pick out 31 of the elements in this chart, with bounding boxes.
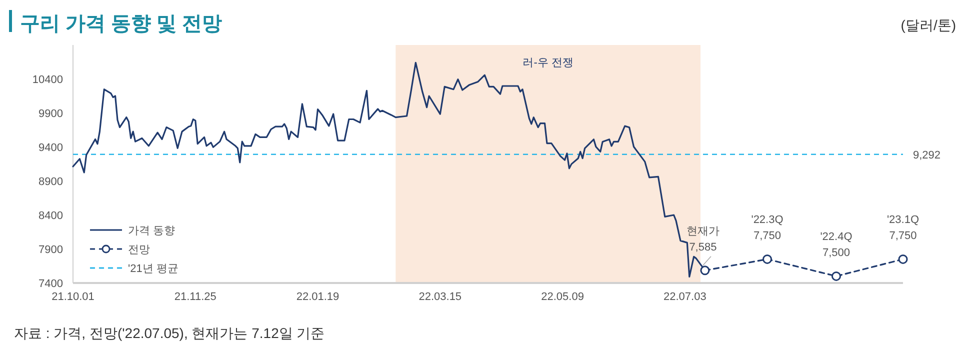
- y-tick-label: 7400: [38, 278, 63, 290]
- x-tick-label: 22.07.03: [664, 291, 706, 303]
- y-tick-label: 8900: [38, 176, 63, 188]
- annotation: '22.4Q 7,500: [820, 231, 852, 260]
- legend-label: 가격 동향: [128, 225, 176, 237]
- legend-label: '21년 평균: [128, 263, 178, 275]
- y-tick-label: 7900: [38, 244, 63, 256]
- legend-label: 전망: [128, 244, 150, 256]
- point: [700, 266, 710, 276]
- text: 자료 : 가격, 전망('22.07.05), 현재가는 7.12일 기준: [14, 325, 325, 341]
- point: [762, 254, 772, 264]
- y-tick-label: 10400: [32, 74, 63, 86]
- x-tick-label: 22.03.15: [418, 291, 462, 303]
- annotation: '23.1Q 7,750: [886, 214, 920, 242]
- point: [898, 254, 908, 264]
- annotation: '22.3Q 7,750: [751, 214, 784, 242]
- x-tick-label: 22.05.09: [541, 291, 584, 303]
- y-tick-label: 9900: [38, 108, 63, 120]
- annotation: 9,292: [913, 149, 941, 162]
- annotation: 현재가 7,585: [686, 225, 720, 254]
- title: 구리 가격 동향 및 전망: [9, 10, 222, 35]
- point: [831, 271, 841, 281]
- x-tick-label: 22.01.19: [296, 291, 340, 303]
- band-label: 러-우 전쟁: [522, 57, 574, 69]
- x-tick-label: 21.10.01: [52, 291, 94, 303]
- chart-title: 구리 가격 동향 및 전망: [20, 13, 222, 35]
- x-tick-label: 21.11.25: [174, 291, 216, 303]
- y-axis-title: (달러/톤): [900, 17, 956, 33]
- annotation: 현재가 7,585: [686, 225, 720, 266]
- y-tick-label: 9400: [38, 142, 63, 154]
- y-tick-label: 8400: [38, 210, 63, 222]
